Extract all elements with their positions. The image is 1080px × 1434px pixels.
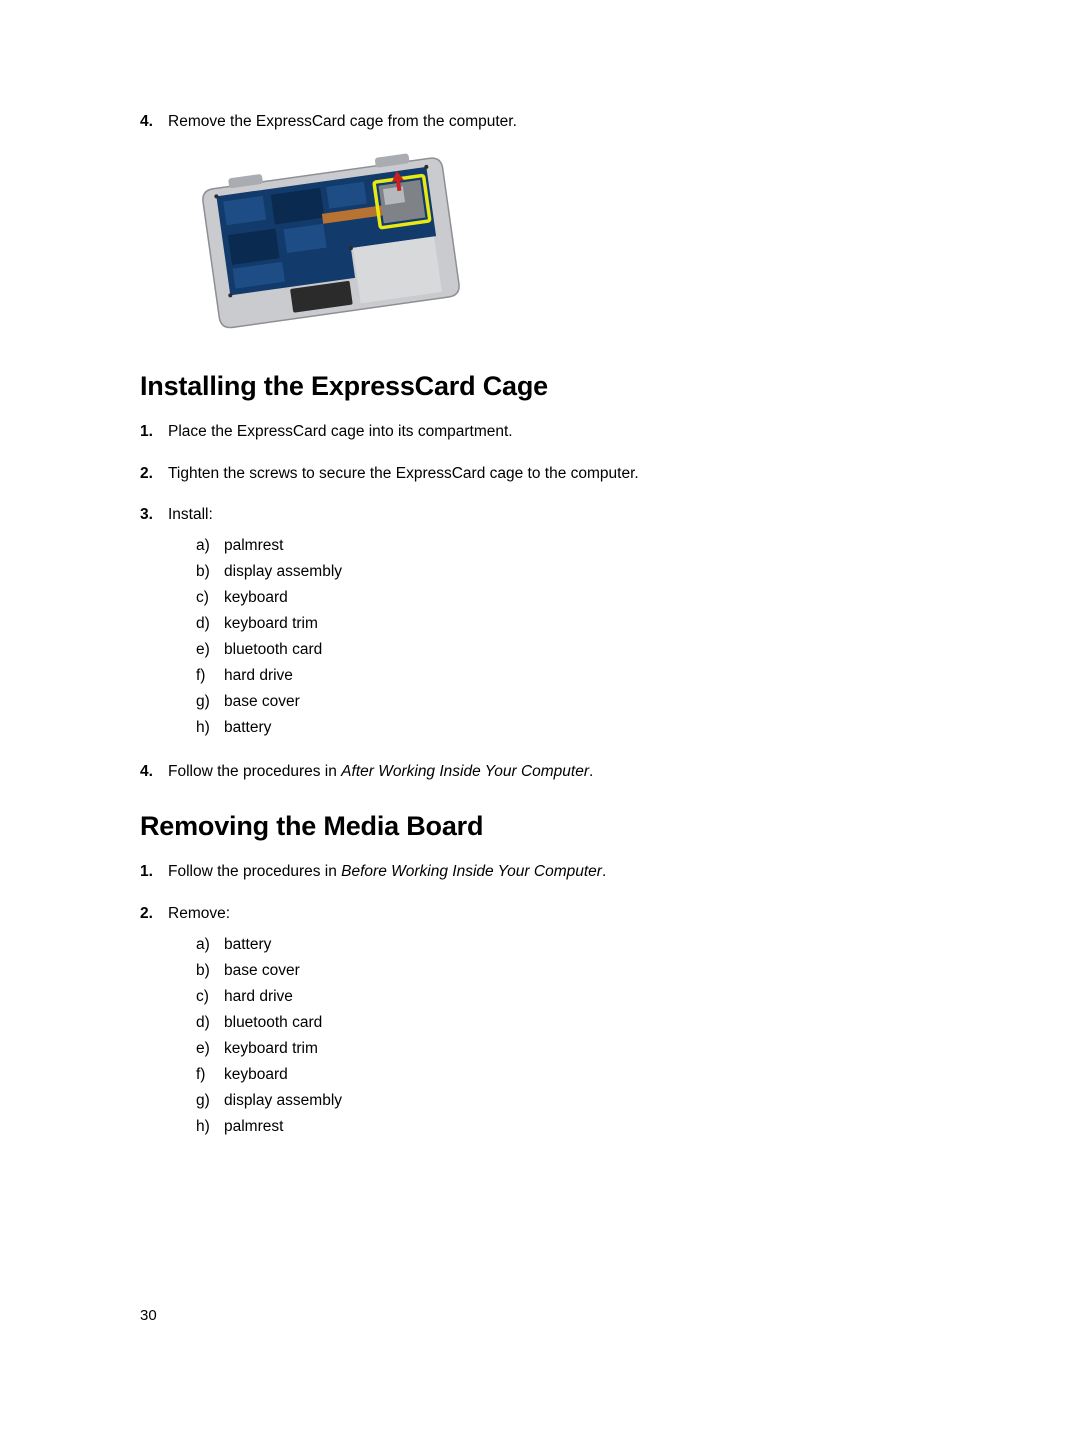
sub-text: base cover <box>224 690 300 714</box>
step-text-italic: Before Working Inside Your Computer <box>341 863 602 880</box>
sub-item: a)battery <box>196 933 950 957</box>
sub-list: a)batteryb)base coverc)hard drived)bluet… <box>196 933 950 1139</box>
motherboard-figure <box>200 151 950 341</box>
sub-letter: d) <box>196 612 224 636</box>
sub-letter: b) <box>196 959 224 983</box>
sub-item: b)display assembly <box>196 560 950 584</box>
sub-text: hard drive <box>224 664 293 688</box>
step-text: Remove: <box>168 905 230 922</box>
step-text: Remove the ExpressCard cage from the com… <box>168 110 950 133</box>
section-heading-installing: Installing the ExpressCard Cage <box>140 371 950 402</box>
sub-letter: f) <box>196 1063 224 1087</box>
step-text-post: . <box>602 863 606 880</box>
sub-letter: h) <box>196 1115 224 1139</box>
step-number: 1. <box>140 420 168 443</box>
sub-item: c)hard drive <box>196 985 950 1009</box>
step-number: 4. <box>140 110 168 133</box>
sub-text: bluetooth card <box>224 638 322 662</box>
sub-letter: f) <box>196 664 224 688</box>
sub-item: g)display assembly <box>196 1089 950 1113</box>
sub-letter: g) <box>196 1089 224 1113</box>
sub-letter: e) <box>196 638 224 662</box>
sub-item: e)bluetooth card <box>196 638 950 662</box>
sub-letter: a) <box>196 534 224 558</box>
sub-letter: a) <box>196 933 224 957</box>
step: 1.Place the ExpressCard cage into its co… <box>140 420 950 443</box>
step-body: Follow the procedures in After Working I… <box>168 760 950 783</box>
sub-item: c)keyboard <box>196 586 950 610</box>
sub-letter: h) <box>196 716 224 740</box>
step: 2.Remove: a)batteryb)base coverc)hard dri… <box>140 902 950 1141</box>
sub-item: f)keyboard <box>196 1063 950 1087</box>
step-text: Install: <box>168 506 213 523</box>
sub-item: b)base cover <box>196 959 950 983</box>
step-text-post: . <box>589 763 593 780</box>
sub-item: d)keyboard trim <box>196 612 950 636</box>
sub-item: f)hard drive <box>196 664 950 688</box>
step-body: Place the ExpressCard cage into its comp… <box>168 420 950 443</box>
sub-text: hard drive <box>224 985 293 1009</box>
sub-text: battery <box>224 933 271 957</box>
step: 1.Follow the procedures in Before Workin… <box>140 860 950 883</box>
sub-item: e)keyboard trim <box>196 1037 950 1061</box>
step-body: Follow the procedures in Before Working … <box>168 860 950 883</box>
sub-item: h)palmrest <box>196 1115 950 1139</box>
sub-item: g)base cover <box>196 690 950 714</box>
sub-item: h)battery <box>196 716 950 740</box>
page-number: 30 <box>140 1307 157 1324</box>
sub-text: keyboard trim <box>224 612 318 636</box>
sub-text: keyboard trim <box>224 1037 318 1061</box>
sub-letter: c) <box>196 985 224 1009</box>
sub-text: keyboard <box>224 586 288 610</box>
sub-text: base cover <box>224 959 300 983</box>
laptop-internals-icon <box>200 151 460 336</box>
step-text: Place the ExpressCard cage into its comp… <box>168 423 513 440</box>
step: 3.Install: a)palmrestb)display assemblyc)… <box>140 503 950 742</box>
step-number: 3. <box>140 503 168 742</box>
sub-letter: g) <box>196 690 224 714</box>
sub-text: palmrest <box>224 534 283 558</box>
step-number: 2. <box>140 902 168 1141</box>
step-text-italic: After Working Inside Your Computer <box>341 763 589 780</box>
top-step: 4. Remove the ExpressCard cage from the … <box>140 110 950 133</box>
step-text-pre: Follow the procedures in <box>168 863 341 880</box>
step-body: Install: a)palmrestb)display assemblyc)ke… <box>168 503 950 742</box>
sub-letter: c) <box>196 586 224 610</box>
sub-text: keyboard <box>224 1063 288 1087</box>
step-text: Tighten the screws to secure the Express… <box>168 465 639 482</box>
step-number: 2. <box>140 462 168 485</box>
sub-text: battery <box>224 716 271 740</box>
sub-text: bluetooth card <box>224 1011 322 1035</box>
step-text-pre: Follow the procedures in <box>168 763 341 780</box>
sub-item: d)bluetooth card <box>196 1011 950 1035</box>
sub-item: a)palmrest <box>196 534 950 558</box>
sub-text: display assembly <box>224 560 342 584</box>
step-number: 4. <box>140 760 168 783</box>
sub-list: a)palmrestb)display assemblyc)keyboardd)… <box>196 534 950 740</box>
sub-letter: d) <box>196 1011 224 1035</box>
sub-text: display assembly <box>224 1089 342 1113</box>
step: 2.Tighten the screws to secure the Expre… <box>140 462 950 485</box>
sub-letter: b) <box>196 560 224 584</box>
step-body: Remove: a)batteryb)base coverc)hard drive… <box>168 902 950 1141</box>
step-body: Tighten the screws to secure the Express… <box>168 462 950 485</box>
sub-text: palmrest <box>224 1115 283 1139</box>
step-number: 1. <box>140 860 168 883</box>
sub-letter: e) <box>196 1037 224 1061</box>
section-heading-removing: Removing the Media Board <box>140 811 950 842</box>
step: 4.Follow the procedures in After Working… <box>140 760 950 783</box>
